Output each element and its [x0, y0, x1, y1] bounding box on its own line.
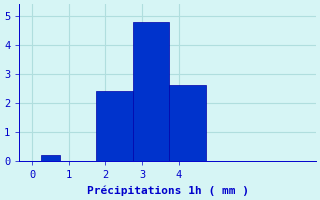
Bar — [41, 155, 60, 161]
Bar — [133, 22, 170, 161]
Bar — [170, 85, 206, 161]
X-axis label: Précipitations 1h ( mm ): Précipitations 1h ( mm ) — [87, 185, 249, 196]
Bar — [96, 91, 133, 161]
